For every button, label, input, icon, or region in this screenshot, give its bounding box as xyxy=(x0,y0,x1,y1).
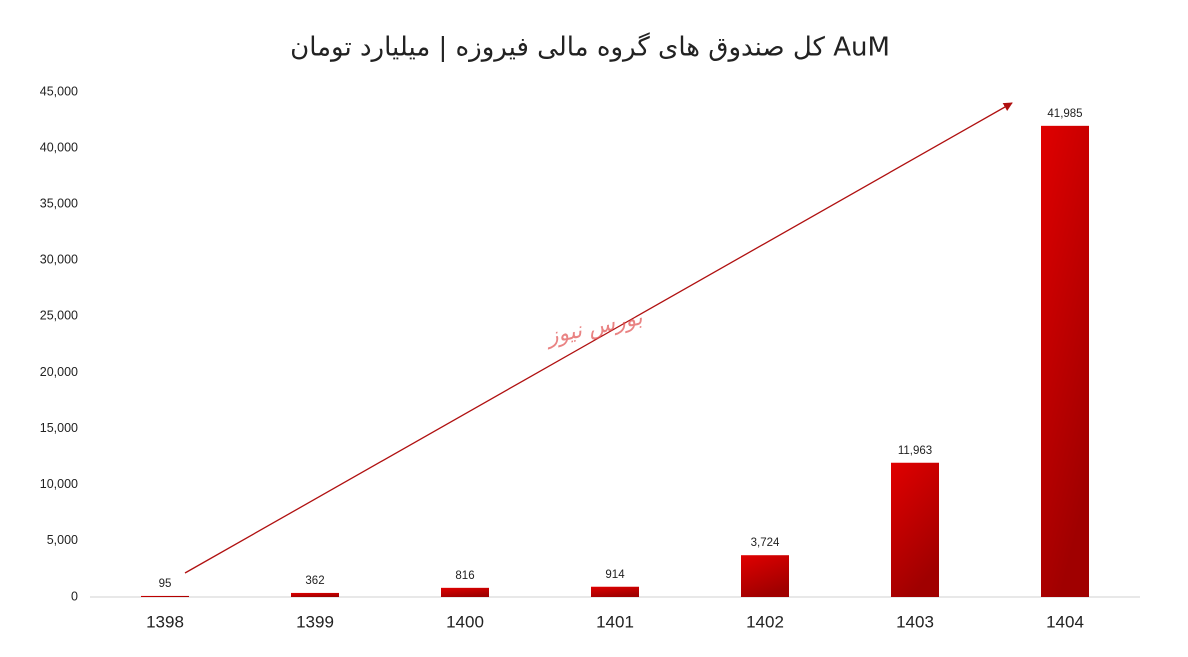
x-tick-label: 1401 xyxy=(596,612,634,631)
x-tick-label: 1402 xyxy=(746,612,784,631)
value-label: 914 xyxy=(605,569,625,581)
y-tick-label: 20,000 xyxy=(40,365,78,379)
value-label: 11,963 xyxy=(898,445,932,457)
y-tick-label: 30,000 xyxy=(40,253,78,267)
x-tick-label: 1399 xyxy=(296,612,334,631)
bar xyxy=(591,586,639,597)
bar xyxy=(291,592,339,597)
x-tick-label: 1400 xyxy=(446,612,484,631)
y-tick-label: 35,000 xyxy=(40,197,78,211)
watermark: بورس نیوز xyxy=(542,305,645,350)
bar xyxy=(741,555,789,597)
value-label: 95 xyxy=(159,578,172,590)
value-label: 3,724 xyxy=(751,537,780,549)
x-tick-label: 1403 xyxy=(896,612,934,631)
y-tick-label: 0 xyxy=(71,589,78,603)
y-tick-label: 25,000 xyxy=(40,309,78,323)
y-tick-label: 5,000 xyxy=(47,533,78,547)
value-label: 41,985 xyxy=(1047,108,1082,120)
bar xyxy=(441,587,489,597)
bar xyxy=(891,462,939,597)
x-tick-label: 1404 xyxy=(1046,612,1084,631)
y-tick-label: 40,000 xyxy=(40,140,78,154)
value-label: 362 xyxy=(305,575,324,587)
x-tick-label: 1398 xyxy=(146,612,184,631)
y-tick-label: 45,000 xyxy=(40,84,78,98)
bar xyxy=(1041,125,1089,598)
y-tick-label: 15,000 xyxy=(40,421,78,435)
chart-title: AuM کل صندوق های گروه مالی فیروزه | میلی… xyxy=(290,32,890,63)
value-label: 816 xyxy=(455,570,474,582)
bar xyxy=(141,595,189,597)
trend-arrow xyxy=(184,102,1013,574)
y-tick-label: 10,000 xyxy=(40,477,78,491)
